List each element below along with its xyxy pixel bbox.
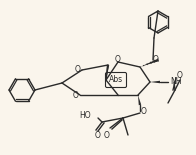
Text: O: O bbox=[104, 131, 110, 140]
Text: O: O bbox=[141, 106, 147, 115]
Text: Abs: Abs bbox=[109, 75, 123, 84]
Text: O: O bbox=[73, 91, 79, 100]
Polygon shape bbox=[138, 95, 141, 105]
Text: O: O bbox=[177, 71, 183, 80]
Text: NH: NH bbox=[170, 78, 181, 86]
FancyBboxPatch shape bbox=[105, 73, 126, 88]
Polygon shape bbox=[150, 81, 160, 83]
Polygon shape bbox=[106, 65, 109, 80]
Polygon shape bbox=[140, 59, 158, 67]
Text: O: O bbox=[153, 55, 159, 64]
Text: HO: HO bbox=[79, 111, 91, 120]
Text: O: O bbox=[75, 66, 81, 75]
Text: O: O bbox=[115, 55, 121, 64]
Text: O: O bbox=[95, 131, 101, 140]
